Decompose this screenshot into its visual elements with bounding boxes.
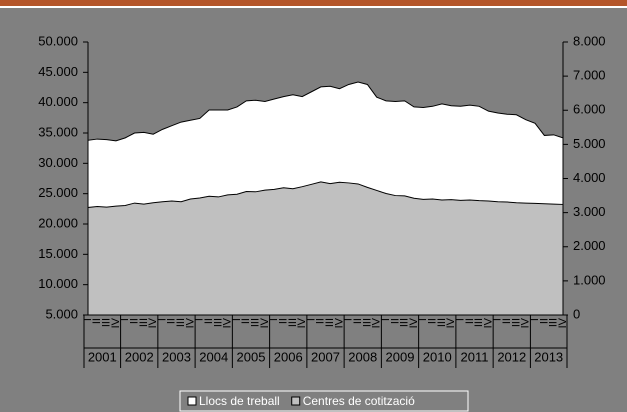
y-tick-label: 10.000 — [38, 276, 78, 291]
x-tick-label: III — [212, 318, 224, 327]
x-tick-label: I — [82, 318, 94, 321]
x-tick-label: IV — [520, 317, 532, 328]
x-tick-label: III — [101, 318, 113, 327]
y-tick-label: 20.000 — [38, 215, 78, 230]
x-tick-label: IV — [371, 317, 383, 328]
x-tick-label: II — [240, 318, 252, 324]
x-tick-label: I — [529, 318, 541, 321]
year-label: 2007 — [311, 349, 340, 364]
year-label: 2009 — [386, 349, 415, 364]
y2-tick-label: 1.000 — [573, 272, 606, 287]
year-label: 2003 — [162, 349, 191, 364]
x-tick-label: I — [454, 318, 466, 321]
year-label: 2008 — [348, 349, 377, 364]
y2-tick-label: 5.000 — [573, 136, 606, 151]
x-tick-label: I — [119, 318, 131, 321]
x-tick-label: IV — [557, 317, 569, 328]
y2-tick-label: 0 — [573, 306, 580, 321]
x-tick-label: IV — [110, 317, 122, 328]
x-tick-label: III — [436, 318, 448, 327]
x-tick-label: I — [194, 318, 206, 321]
x-tick-label: I — [156, 318, 168, 321]
x-tick-label: III — [287, 318, 299, 327]
x-tick-label: III — [510, 318, 522, 327]
header-strip — [0, 0, 627, 6]
x-tick-label: III — [399, 318, 411, 327]
x-tick-label: I — [417, 318, 429, 321]
x-tick-label: II — [203, 318, 215, 324]
x-tick-label: II — [389, 318, 401, 324]
x-tick-label: II — [538, 318, 550, 324]
x-tick-label: II — [352, 318, 364, 324]
year-label: 2001 — [88, 349, 117, 364]
y2-tick-label: 4.000 — [573, 170, 606, 185]
year-label: 2005 — [237, 349, 266, 364]
y-tick-label: 25.000 — [38, 185, 78, 200]
x-tick-label: I — [380, 318, 392, 321]
legend-swatch — [291, 396, 301, 406]
y2-tick-label: 8.000 — [573, 33, 606, 48]
y-tick-label: 35.000 — [38, 124, 78, 139]
x-tick-label: I — [343, 318, 355, 321]
x-tick-label: I — [231, 318, 243, 321]
x-tick-label: II — [464, 318, 476, 324]
x-tick-label: III — [361, 318, 373, 327]
year-label: 2012 — [497, 349, 526, 364]
y2-tick-label: 3.000 — [573, 204, 606, 219]
x-tick-label: IV — [259, 317, 271, 328]
area — [87, 181, 564, 316]
y-tick-label: 45.000 — [38, 64, 78, 79]
y-tick-label: 5.000 — [45, 306, 78, 321]
x-tick-label: IV — [184, 317, 196, 328]
x-tick-label: IV — [222, 317, 234, 328]
x-tick-label: II — [277, 318, 289, 324]
x-tick-label: III — [548, 318, 560, 327]
year-label: 2002 — [125, 349, 154, 364]
x-tick-label: IV — [445, 317, 457, 328]
legend-label: Centres de cotització — [303, 394, 415, 408]
y2-tick-label: 6.000 — [573, 102, 606, 117]
year-label: 2013 — [534, 349, 563, 364]
x-tick-label: III — [250, 318, 262, 327]
legend-swatch — [187, 396, 197, 406]
y-tick-label: 30.000 — [38, 155, 78, 170]
y2-tick-label: 7.000 — [573, 68, 606, 83]
y-tick-label: 50.000 — [38, 33, 78, 48]
x-tick-label: II — [501, 318, 513, 324]
x-tick-label: III — [473, 318, 485, 327]
x-tick-label: II — [315, 318, 327, 324]
year-label: 2011 — [461, 349, 489, 364]
x-tick-label: I — [268, 318, 280, 321]
x-tick-label: IV — [147, 317, 159, 328]
x-tick-label: IV — [333, 317, 345, 328]
x-tick-label: IV — [408, 317, 420, 328]
y2-tick-label: 2.000 — [573, 238, 606, 253]
x-tick-label: IV — [482, 317, 494, 328]
year-label: 2004 — [199, 349, 228, 364]
year-label: 2010 — [423, 349, 452, 364]
legend-label: Llocs de treball — [199, 394, 280, 408]
x-tick-label: II — [427, 318, 439, 324]
x-tick-label: I — [492, 318, 504, 321]
x-tick-label: II — [166, 318, 178, 324]
y-tick-label: 15.000 — [38, 246, 78, 261]
x-tick-label: I — [305, 318, 317, 321]
y-tick-label: 40.000 — [38, 94, 78, 109]
x-tick-label: III — [138, 318, 150, 327]
x-tick-label: IV — [296, 317, 308, 328]
legend-box — [179, 390, 469, 412]
x-tick-label: II — [128, 318, 140, 324]
x-tick-label: III — [324, 318, 336, 327]
x-tick-label: II — [91, 318, 103, 324]
x-tick-label: III — [175, 318, 187, 327]
year-label: 2006 — [274, 349, 303, 364]
